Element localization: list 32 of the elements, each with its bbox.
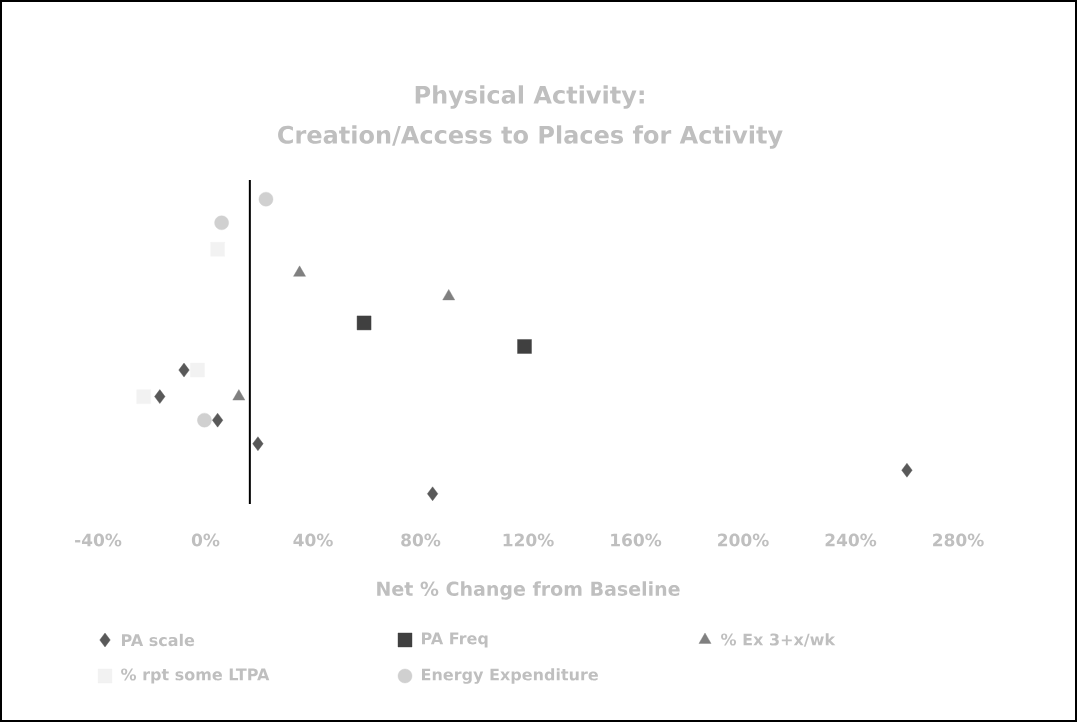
legend-label: % rpt some LTPA bbox=[121, 668, 270, 684]
x-tick-label: 0% bbox=[191, 533, 220, 547]
point bbox=[258, 192, 274, 207]
chart-title: Physical Activity: bbox=[415, 85, 644, 109]
chart-subtitle: Creation/Access to Places for Activity bbox=[278, 125, 783, 149]
x-tick-label: 160% bbox=[611, 533, 662, 547]
point bbox=[154, 389, 166, 404]
point bbox=[232, 389, 246, 401]
x-axis-title: Net % Change from Baseline bbox=[377, 581, 680, 600]
x-tick-label: 280% bbox=[933, 533, 984, 547]
x-tick-label: 120% bbox=[503, 533, 554, 547]
point bbox=[901, 463, 913, 478]
point bbox=[178, 362, 190, 378]
point bbox=[214, 215, 229, 230]
point bbox=[356, 315, 372, 331]
legend-label: % Ex 3+x/wk bbox=[721, 633, 836, 647]
x-tick-label: 80% bbox=[401, 533, 441, 547]
point bbox=[212, 412, 224, 428]
point bbox=[293, 265, 306, 277]
legend-label: Energy Expenditure bbox=[422, 668, 598, 684]
point bbox=[517, 339, 532, 354]
x-tick-label: 40% bbox=[293, 533, 333, 547]
point bbox=[442, 289, 455, 301]
point bbox=[190, 362, 205, 378]
legend-label: PA scale bbox=[122, 633, 195, 647]
point bbox=[252, 436, 264, 451]
legend-label: PA Freq bbox=[422, 632, 488, 648]
point bbox=[427, 486, 439, 501]
x-tick-label: -40% bbox=[75, 533, 122, 547]
point bbox=[197, 412, 212, 428]
x-tick-label: 240% bbox=[825, 533, 877, 547]
x-tick-label: 200% bbox=[718, 533, 769, 547]
